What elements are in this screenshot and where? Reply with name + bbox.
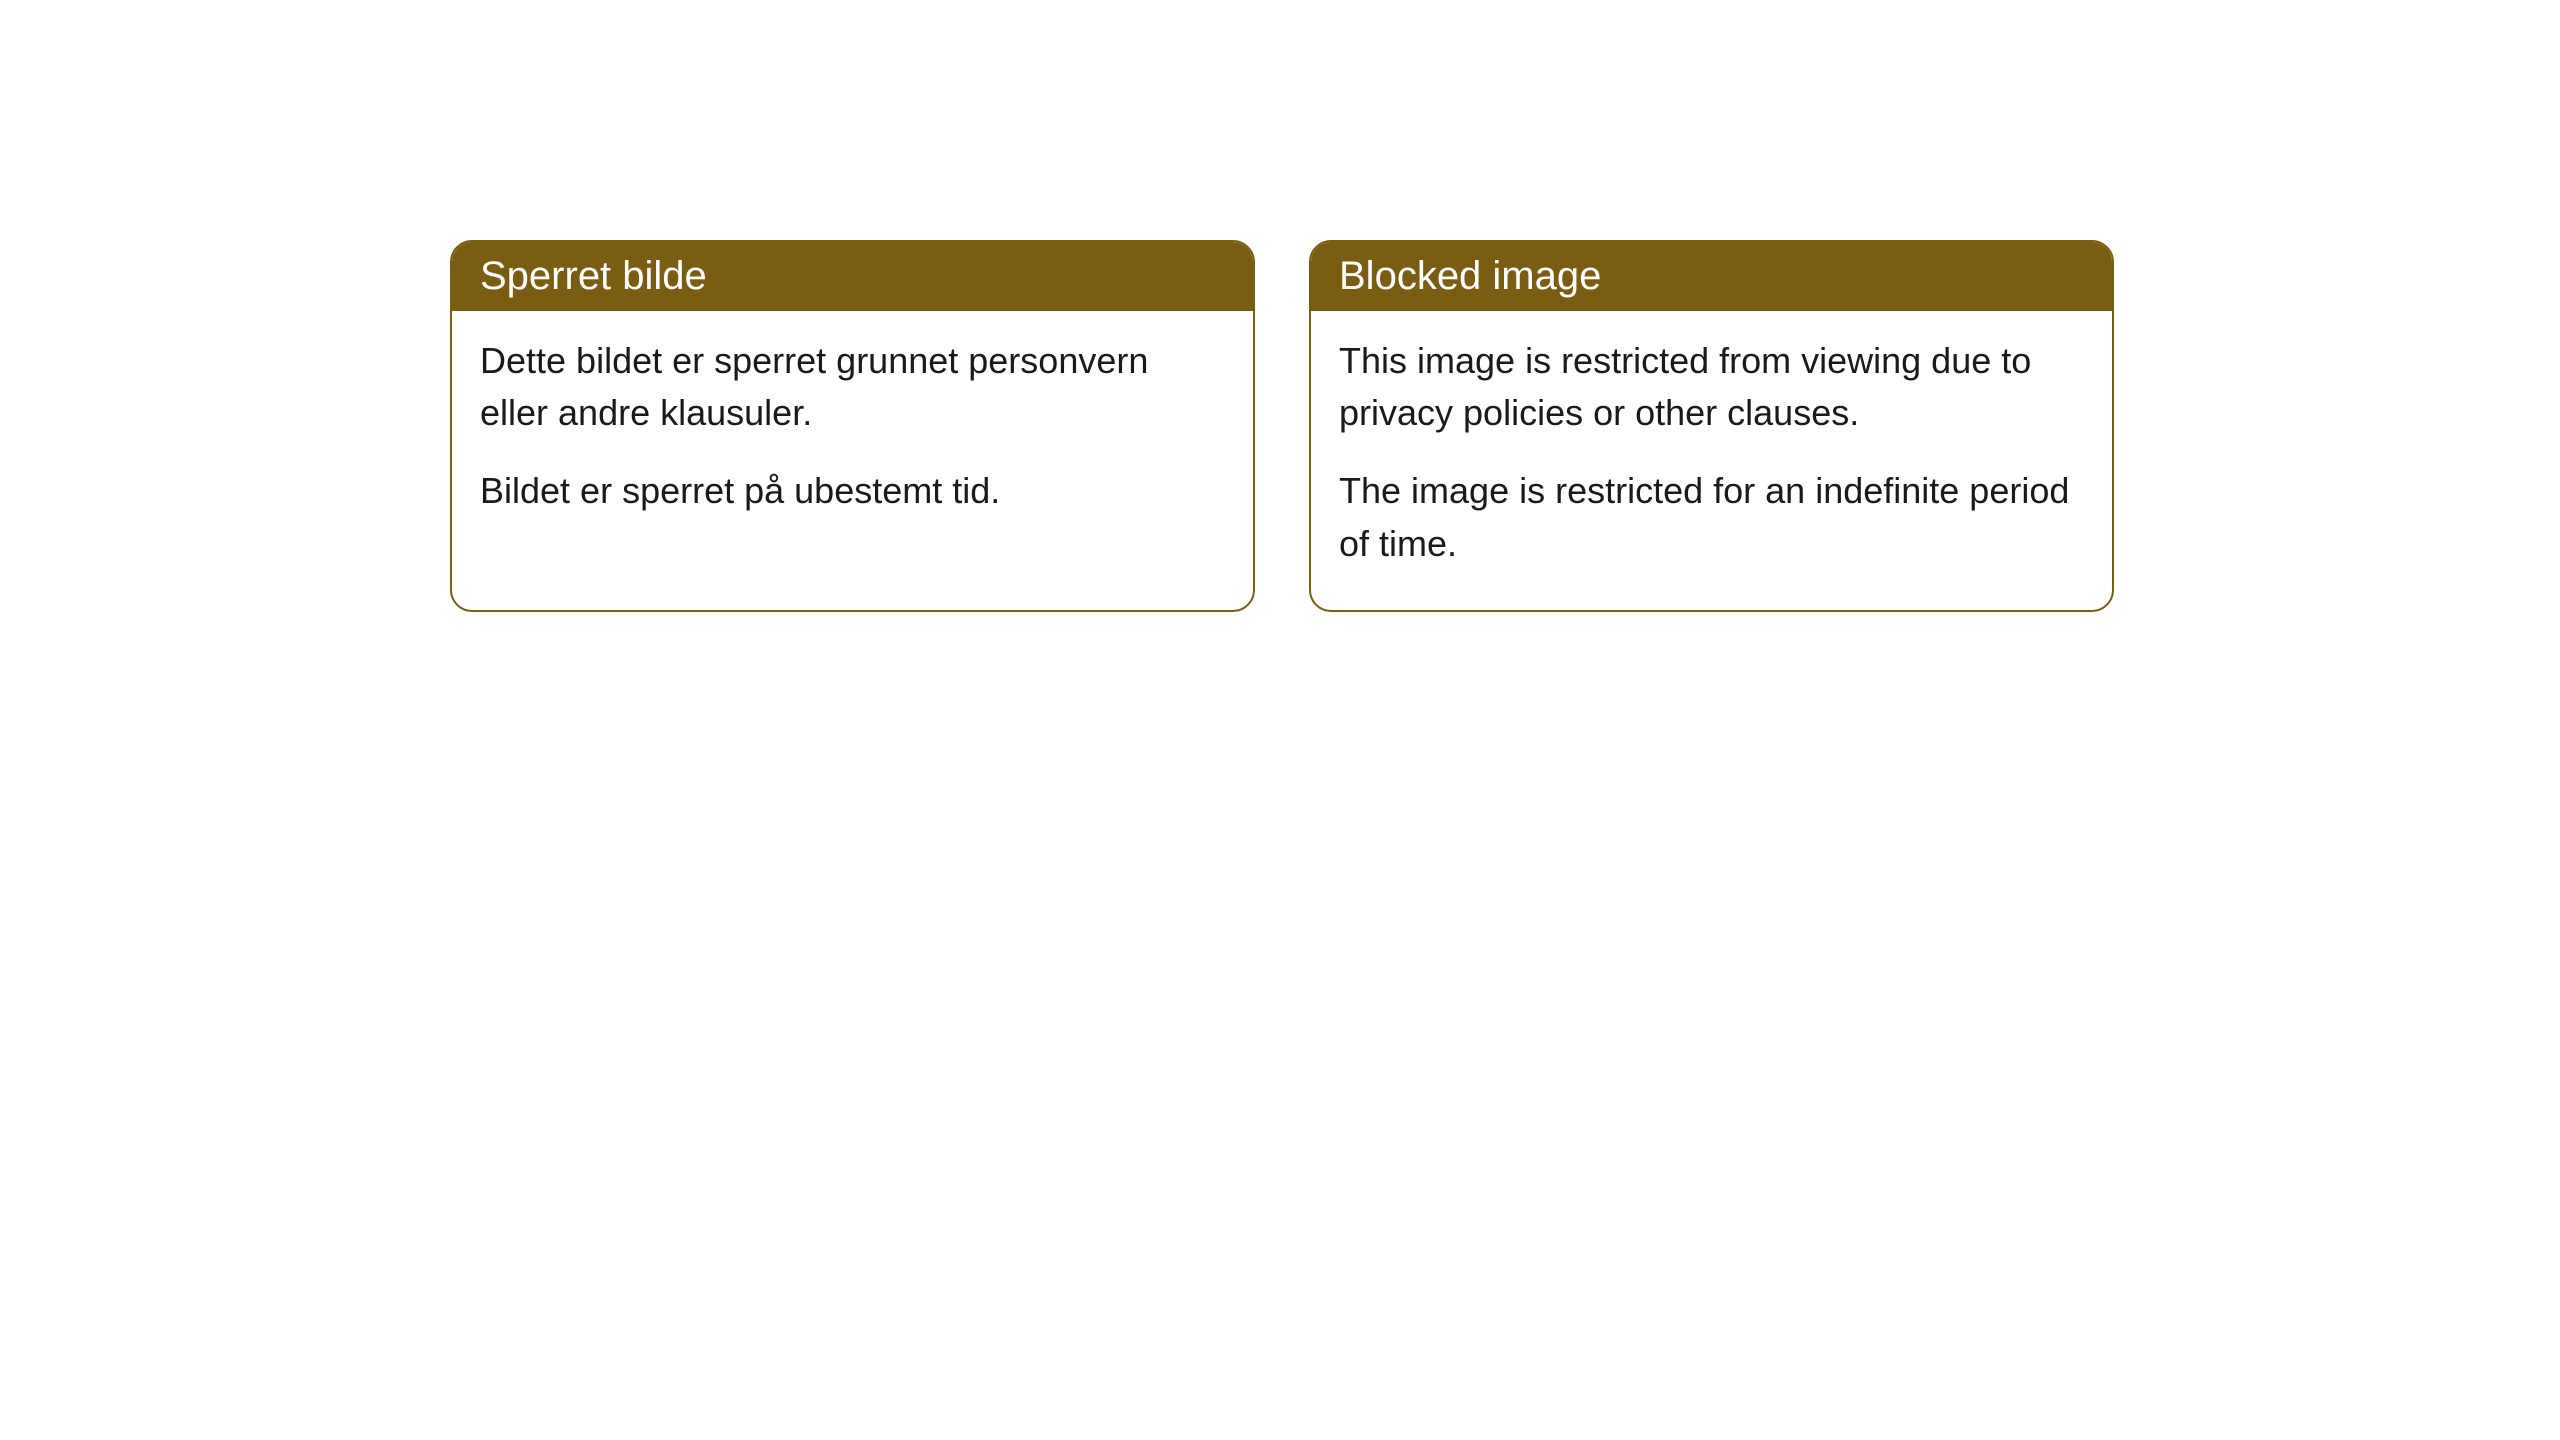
blocked-image-card-english: Blocked image This image is restricted f…	[1309, 240, 2114, 612]
card-paragraph: Dette bildet er sperret grunnet personve…	[480, 335, 1225, 439]
card-paragraph: This image is restricted from viewing du…	[1339, 335, 2084, 439]
card-title: Blocked image	[1339, 254, 1601, 298]
notice-cards-container: Sperret bilde Dette bildet er sperret gr…	[450, 240, 2560, 612]
card-title: Sperret bilde	[480, 254, 707, 298]
card-body: Dette bildet er sperret grunnet personve…	[452, 311, 1253, 558]
card-body: This image is restricted from viewing du…	[1311, 311, 2112, 610]
card-header: Blocked image	[1311, 242, 2112, 311]
blocked-image-card-norwegian: Sperret bilde Dette bildet er sperret gr…	[450, 240, 1255, 612]
card-paragraph: The image is restricted for an indefinit…	[1339, 465, 2084, 569]
card-paragraph: Bildet er sperret på ubestemt tid.	[480, 465, 1225, 517]
card-header: Sperret bilde	[452, 242, 1253, 311]
